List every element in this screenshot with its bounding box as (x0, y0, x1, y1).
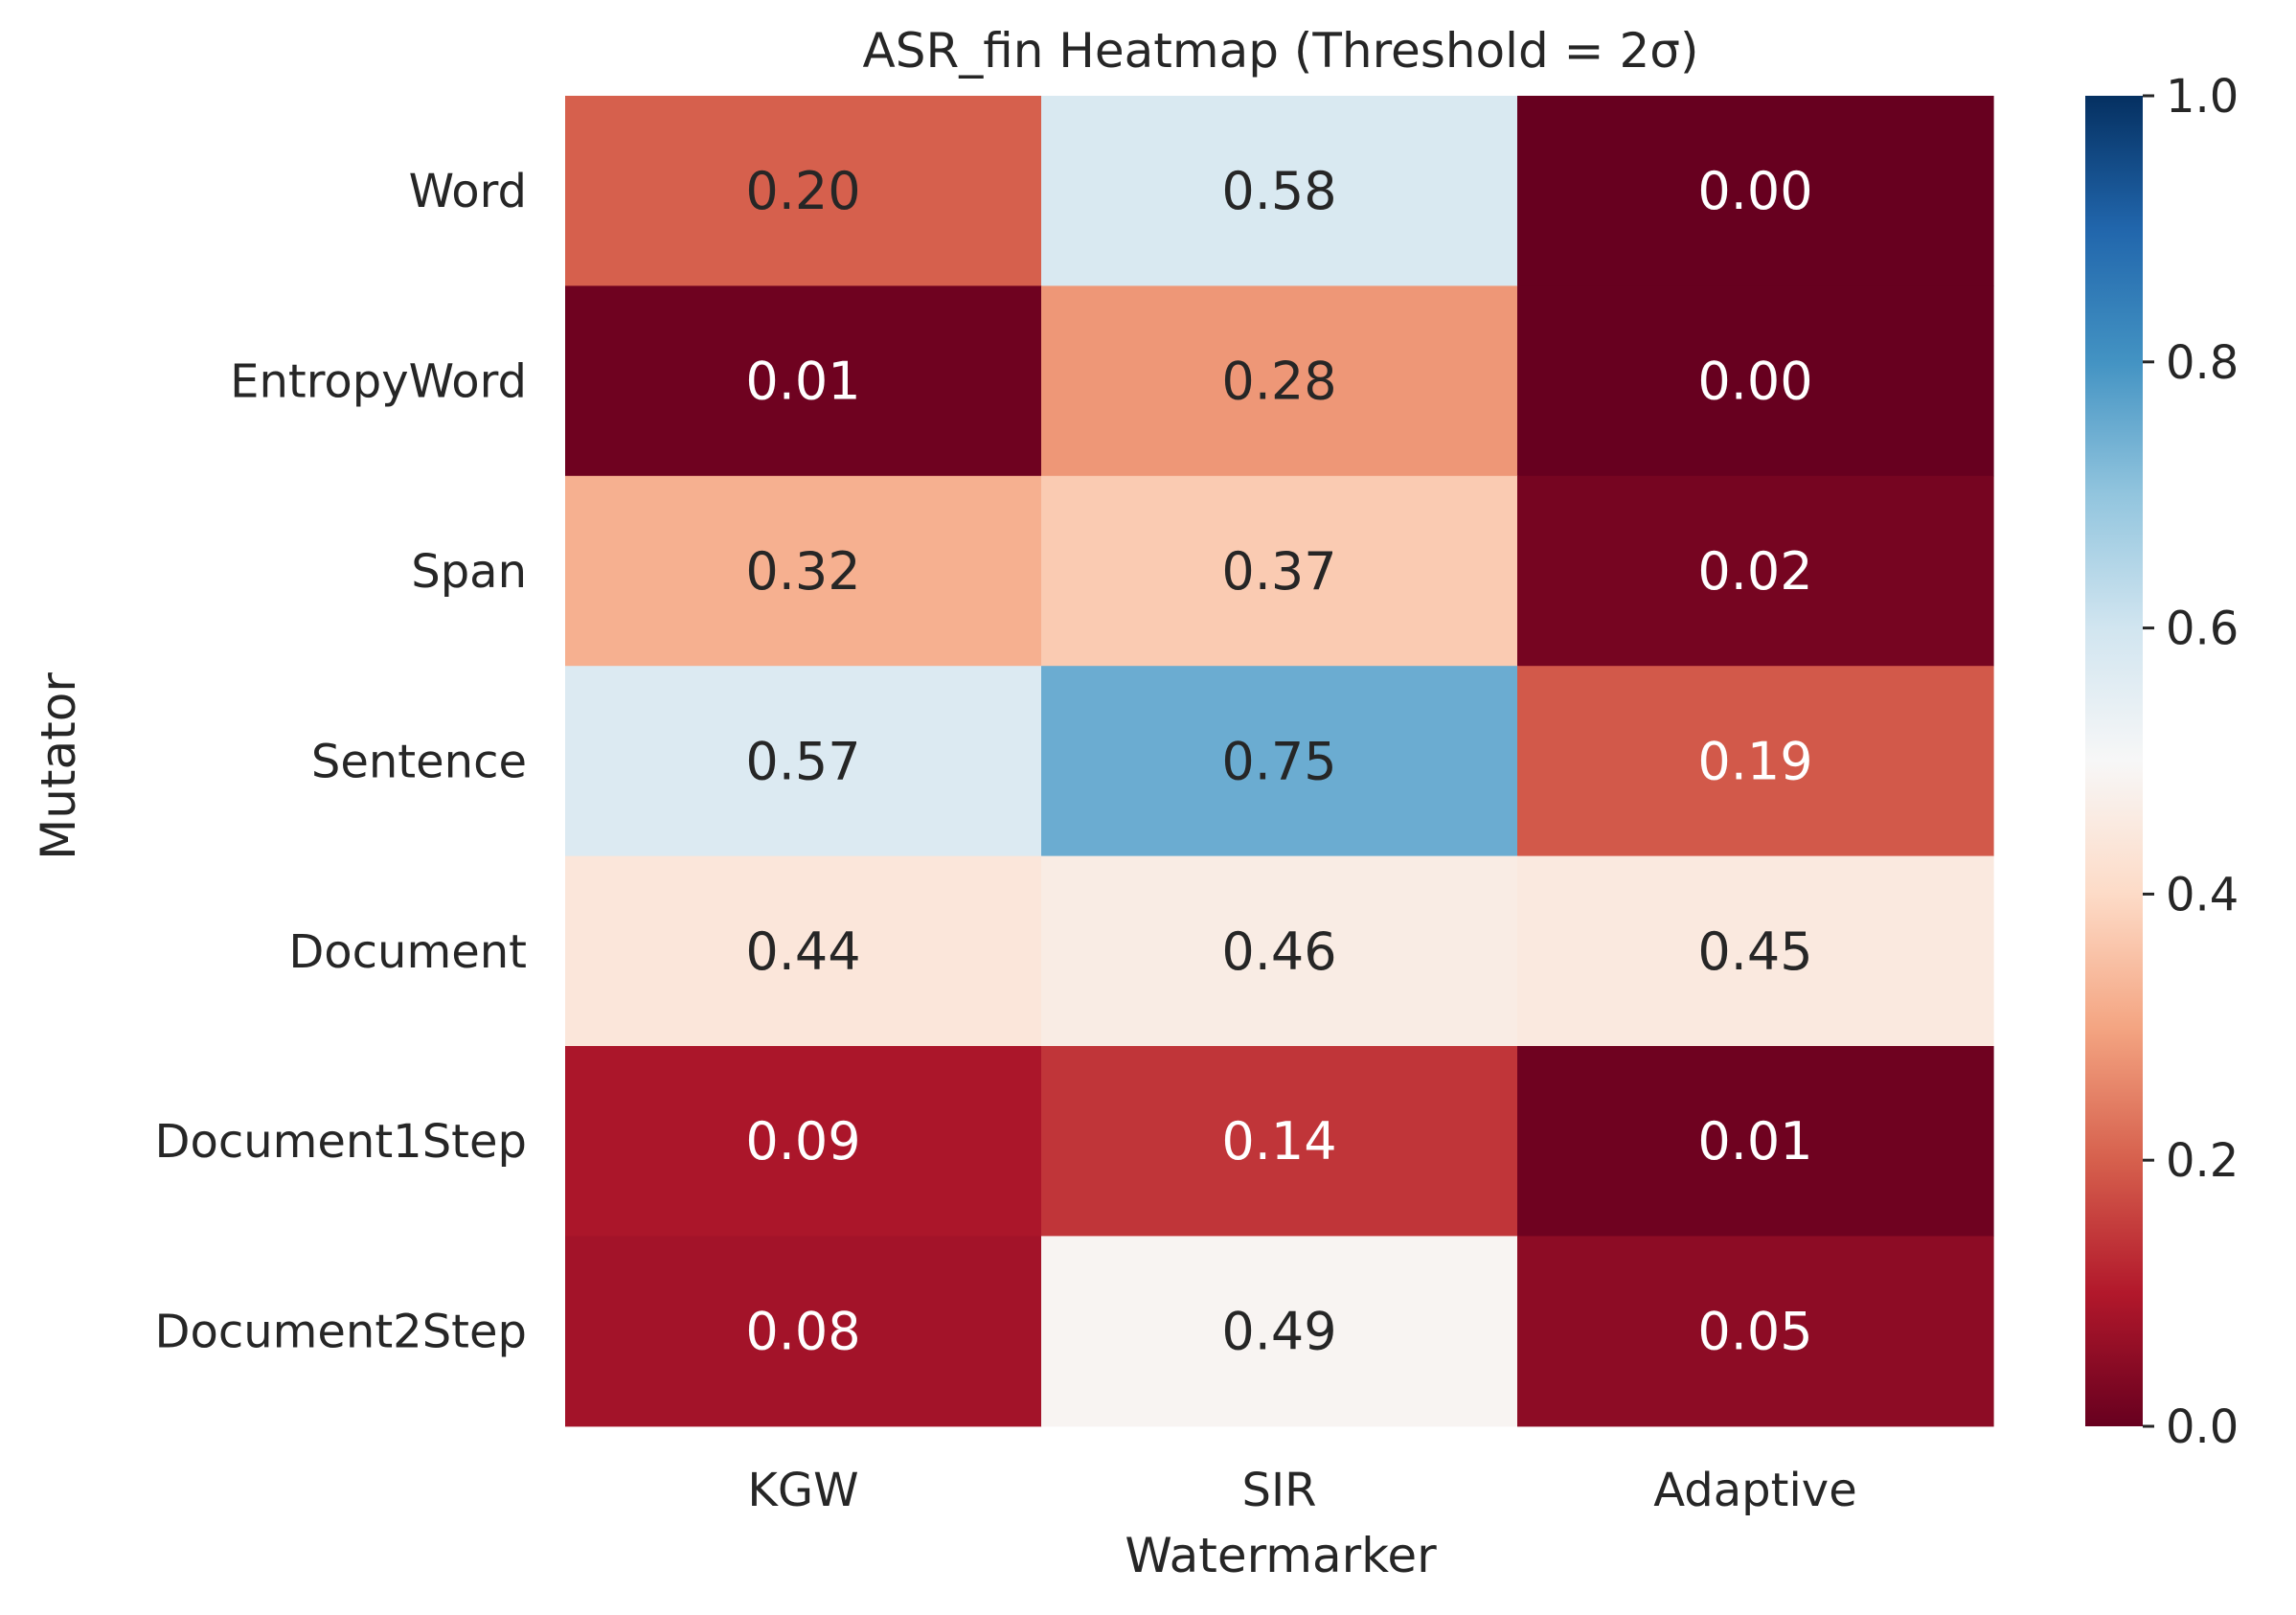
cell-value-label: 0.00 (1697, 161, 1812, 221)
chart-title: ASR_fin Heatmap (Threshold = 2σ) (863, 23, 1699, 79)
y-tick-label: Word (409, 165, 527, 218)
colorbar-gradient (2085, 96, 2143, 1426)
cell-value-label: 0.58 (1221, 161, 1336, 221)
heatmap-cell (1517, 855, 1994, 1047)
cell-value-label: 0.45 (1697, 921, 1812, 982)
heatmap-cell (1041, 96, 1518, 286)
cell-value-label: 0.44 (745, 921, 860, 982)
heatmap-cell-labels: 0.20 0.58 0.00 0.01 0.28 0.00 0.32 0.37 0.02 0.57… (745, 161, 1812, 1361)
heatmap-cell (1517, 475, 1994, 667)
heatmap-cell (1041, 855, 1518, 1047)
y-tick-label: Span (411, 545, 527, 599)
cell-value-label: 0.14 (1221, 1111, 1336, 1171)
colorbar-ticks: 0.0 0.2 0.4 0.6 0.8 1.0 (2143, 70, 2239, 1454)
cell-value-label: 0.49 (1221, 1302, 1336, 1362)
x-tick-label: SIR (1242, 1464, 1317, 1517)
heatmap-cell (565, 475, 1042, 667)
heatmap-cell (565, 666, 1042, 857)
heatmap-cell (565, 1046, 1042, 1237)
colorbar-tick-label: 0.0 (2166, 1400, 2239, 1454)
colorbar-tick-label: 1.0 (2166, 70, 2239, 124)
heatmap-cell (1517, 1046, 1994, 1237)
cell-value-label: 0.19 (1697, 731, 1812, 791)
colorbar-tick-label: 0.2 (2166, 1134, 2239, 1188)
cell-value-label: 0.05 (1697, 1302, 1812, 1362)
cell-value-label: 0.09 (745, 1111, 860, 1171)
cell-value-label: 0.57 (745, 731, 860, 791)
cell-value-label: 0.08 (745, 1302, 860, 1362)
y-axis-tick-labels: Word EntropyWord Span Sentence Document Docum… (155, 165, 528, 1358)
cell-value-label: 0.32 (745, 541, 860, 602)
heatmap-cell (1517, 285, 1994, 477)
colorbar-tick-label: 0.8 (2166, 336, 2239, 390)
heatmap-cell (565, 1236, 1042, 1427)
cell-value-label: 0.28 (1221, 352, 1336, 412)
y-tick-label: Document1Step (155, 1115, 528, 1169)
heatmap-cell (1517, 1236, 1994, 1427)
colorbar-tick-label: 0.4 (2166, 868, 2239, 921)
y-tick-label: Document2Step (155, 1306, 528, 1359)
heatmap-cell (1041, 1236, 1518, 1427)
heatmap-cell (565, 285, 1042, 477)
y-tick-label: Sentence (311, 735, 527, 788)
heatmap-cells (565, 96, 1994, 1427)
colorbar: 0.0 0.2 0.4 0.6 0.8 1.0 (2085, 70, 2239, 1454)
cell-value-label: 0.01 (745, 352, 860, 412)
cell-value-label: 0.37 (1221, 541, 1336, 602)
heatmap-cell (1041, 475, 1518, 667)
y-axis-label: Mutator (31, 672, 86, 860)
y-tick-label: Document (288, 925, 527, 979)
colorbar-tick-label: 0.6 (2166, 603, 2239, 656)
heatmap-cell (565, 96, 1042, 286)
x-axis-label: Watermarker (1125, 1528, 1437, 1583)
heatmap-cell (1041, 285, 1518, 477)
heatmap-cell (1517, 666, 1994, 857)
x-tick-label: Adaptive (1653, 1464, 1856, 1517)
cell-value-label: 0.46 (1221, 921, 1336, 982)
cell-value-label: 0.02 (1697, 541, 1812, 602)
heatmap-cell (565, 855, 1042, 1047)
cell-value-label: 0.75 (1221, 731, 1336, 791)
cell-value-label: 0.20 (745, 161, 860, 221)
x-axis-tick-labels: KGW SIR Adaptive (747, 1464, 1856, 1517)
heatmap-cell (1517, 96, 1994, 286)
cell-value-label: 0.00 (1697, 352, 1812, 412)
heatmap-cell (1041, 666, 1518, 857)
y-tick-label: EntropyWord (230, 355, 527, 409)
heatmap-cell (1041, 1046, 1518, 1237)
cell-value-label: 0.01 (1697, 1111, 1812, 1171)
x-tick-label: KGW (747, 1464, 858, 1517)
